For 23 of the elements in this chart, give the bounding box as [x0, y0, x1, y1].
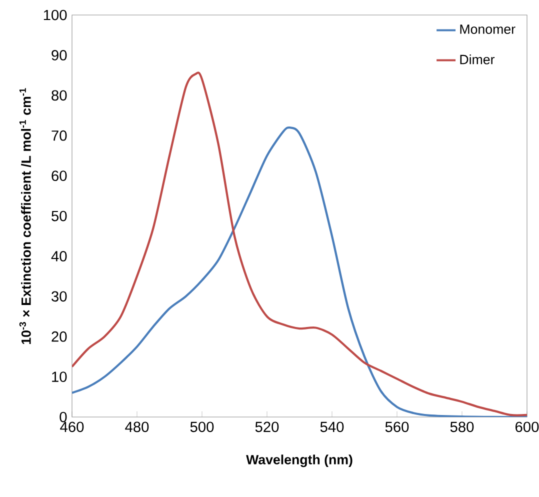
- x-tick-label: 600: [516, 422, 539, 432]
- y-tick-label: 60: [52, 170, 67, 181]
- y-tick-label: 70: [52, 130, 67, 141]
- x-tick-label: 480: [125, 422, 149, 432]
- y-tick-label: 10: [52, 372, 67, 382]
- x-tick-label: 540: [320, 422, 344, 432]
- x-axis-title: Wavelength (nm): [246, 454, 352, 468]
- y-tick-label: 30: [52, 291, 67, 302]
- y-tick-label: 80: [52, 90, 67, 101]
- y-tick-label: 100: [44, 10, 67, 20]
- x-tick-label: 500: [190, 422, 214, 432]
- x-tick-label: 460: [60, 422, 84, 432]
- y-tick-label: 90: [52, 50, 67, 60]
- y-tick-label: 50: [52, 210, 67, 222]
- legend-label: Dimer: [460, 54, 495, 64]
- legend-label: Monomer: [460, 24, 516, 34]
- x-tick-label: 560: [385, 422, 409, 432]
- y-tick-label: 40: [51, 251, 67, 262]
- x-tick-label: 520: [255, 422, 279, 432]
- y-axis-title: 10$^{-3}$ × Extinction coefficient /L mol$^{-1}$ cm$^{-1}$: [19, 88, 32, 344]
- y-tick-label: 0: [60, 412, 67, 422]
- y-tick-label: 20: [52, 331, 67, 342]
- x-tick-label: 580: [450, 422, 474, 432]
